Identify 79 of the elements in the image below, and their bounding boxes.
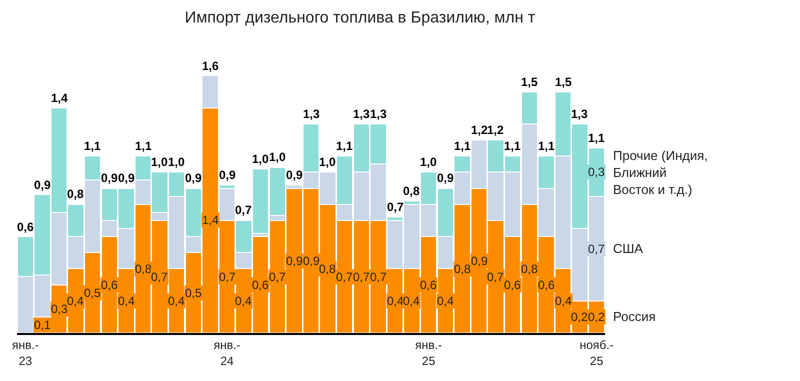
data-label: 0,6 [504, 278, 522, 292]
total-label: 1,1 [135, 139, 152, 153]
total-label: 1,5 [521, 75, 538, 89]
total-label: 1,4 [51, 91, 68, 105]
total-label: 0,7 [370, 270, 388, 284]
total-label: 1,3 [571, 107, 588, 121]
data-label: 0,8 [135, 262, 152, 276]
data-label: 0,7 [588, 242, 606, 256]
data-label: 0,5 [84, 286, 102, 300]
total-label: 0,8 [403, 184, 420, 198]
total-label: 1,3 [353, 107, 370, 121]
total-label: 1,2 [487, 123, 504, 137]
data-label: 0,9 [286, 168, 304, 182]
legend-label: Прочие (Индия, Ближний Восток и т.д.) [613, 148, 708, 197]
total-label: 0,6 [17, 220, 34, 234]
total-label: 1,1 [504, 139, 522, 153]
data-label: 0,7 [387, 200, 404, 214]
data-label: 0,3 [588, 165, 606, 179]
data-label: 0,6 [101, 278, 118, 292]
total-label: 0,9 [101, 171, 118, 185]
data-label: 0,7 [487, 270, 504, 284]
total-label: 1,0 [269, 150, 286, 164]
data-label: 0,7 [353, 270, 370, 284]
data-label: 0,4 [118, 294, 136, 308]
data-label: 0,8 [521, 262, 538, 276]
data-label: 0,4 [403, 294, 420, 308]
total-label: 1,3 [303, 107, 320, 121]
data-label: 0,2 [571, 310, 588, 324]
total-label: 1,1 [84, 139, 102, 153]
total-label: 1,0 [319, 155, 336, 169]
data-label: 0,6 [252, 278, 270, 292]
data-label: 0,4 [235, 294, 252, 308]
data-label: 0,7 [336, 270, 354, 284]
total-label: 0,9 [185, 171, 202, 185]
total-label: 1,0 [420, 155, 438, 169]
total-label: 0,9 [34, 178, 52, 192]
legend-label: США [613, 241, 644, 256]
data-label: 0,3 [51, 302, 68, 316]
data-label: 0,8 [319, 262, 336, 276]
data-label: 0,4 [387, 294, 404, 308]
total-label: 0,9 [437, 171, 454, 185]
legend-label: Россия [613, 309, 656, 324]
total-label: 1,0 [168, 155, 186, 169]
data-label: 0,8 [454, 262, 472, 276]
total-label: 0,8 [67, 187, 84, 201]
data-label: 0,9 [286, 254, 304, 268]
data-label: 0,5 [185, 286, 202, 300]
total-label: 1,1 [588, 131, 606, 145]
total-label: 1,6 [202, 59, 220, 73]
x-tick-label: янв.- 25 [415, 338, 442, 368]
total-label: 1,0 [151, 155, 168, 169]
total-label: 0,9 [219, 168, 236, 182]
x-tick-label: нояб.- 25 [580, 338, 614, 368]
data-label: 0,4 [168, 294, 186, 308]
chart-title: Импорт дизельного топлива в Бразилию, млн т [184, 10, 536, 27]
total-label: 1,0 [252, 152, 270, 166]
x-tick-label: янв.- 23 [12, 338, 39, 368]
data-label: 0,7 [269, 270, 286, 284]
total-label: 1,2 [471, 123, 488, 137]
total-label: 1,1 [454, 139, 472, 153]
data-label: 0,4 [67, 294, 84, 308]
data-label: 0,6 [420, 278, 438, 292]
data-label: 0,1 [34, 318, 52, 332]
data-label: 0,4 [437, 294, 454, 308]
data-label: 0,2 [588, 310, 606, 324]
data-label: 0,7 [151, 270, 168, 284]
data-label: 0,4 [555, 294, 572, 308]
total-label: 1,3 [370, 107, 388, 121]
x-tick-label: янв.- 24 [214, 338, 240, 368]
total-label: 0,7 [219, 270, 236, 284]
data-label: 0,6 [538, 278, 556, 292]
total-label: 0,9 [303, 254, 320, 268]
total-label: 1,1 [538, 139, 556, 153]
data-label: 0,7 [235, 203, 252, 217]
data-label: 0,9 [471, 254, 488, 268]
data-label: 1,4 [202, 213, 220, 227]
total-label: 1,1 [336, 139, 354, 153]
total-label: 1,5 [555, 75, 572, 89]
total-label: 0,9 [118, 171, 136, 185]
